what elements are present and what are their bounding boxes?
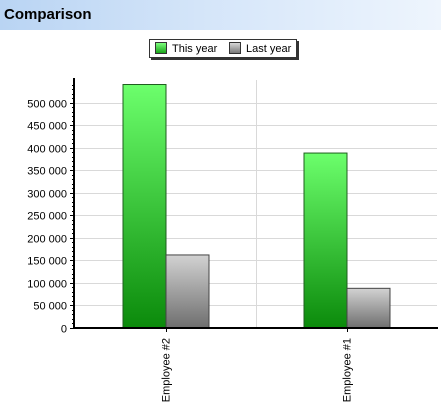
y-tick-label: 500 000: [27, 99, 67, 111]
y-tick-label: 50 000: [33, 301, 67, 313]
y-tick-label: 400 000: [27, 144, 67, 156]
y-tick-label: 0: [61, 324, 67, 336]
x-category-label: Employee #2: [161, 338, 173, 402]
y-tick-label: 450 000: [27, 121, 67, 133]
chart-title: Comparison: [4, 6, 92, 23]
chart-header: Comparison: [0, 0, 441, 30]
bar-last-year: [346, 287, 391, 329]
legend-item-last-year: Last year: [229, 42, 291, 56]
legend: This year Last year: [149, 39, 297, 58]
bar-this-year: [122, 84, 167, 329]
y-tick-label: 200 000: [27, 234, 67, 246]
legend-label-this-year: This year: [172, 43, 218, 55]
x-category-label: Employee #1: [342, 338, 354, 402]
y-tick-label: 350 000: [27, 166, 67, 178]
legend-item-this-year: This year: [155, 42, 217, 56]
legend-swatch-last-year: [229, 42, 241, 54]
bar-last-year: [165, 254, 210, 329]
bar-this-year: [303, 152, 348, 329]
y-tick-label: 250 000: [27, 211, 67, 223]
y-tick-label: 150 000: [27, 256, 67, 268]
legend-label-last-year: Last year: [246, 43, 292, 55]
y-tick-label: 100 000: [27, 279, 67, 291]
legend-swatch-this-year: [155, 42, 167, 54]
axes: 0 50 000 100 000 150 000 200 000 250 000 300 0…: [27, 78, 438, 402]
y-tick-label: 300 000: [27, 189, 67, 201]
bars: [122, 84, 391, 329]
